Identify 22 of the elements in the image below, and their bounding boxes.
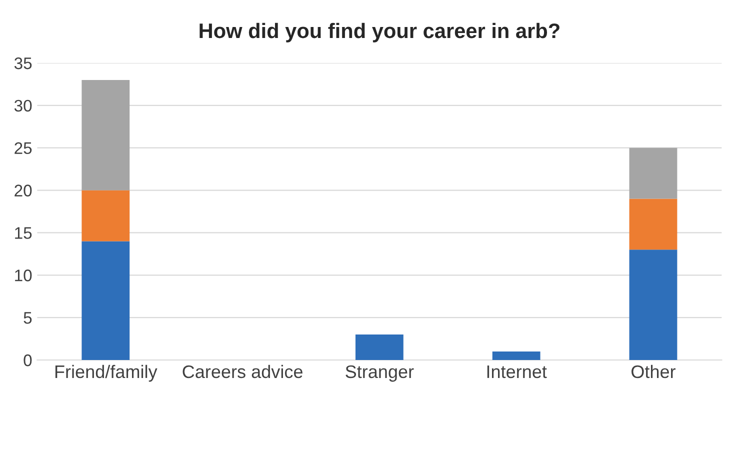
y-tick-label: 25 bbox=[14, 142, 32, 154]
x-tick-label: Stranger bbox=[346, 365, 414, 382]
bar bbox=[82, 241, 130, 360]
y-tick-label: 15 bbox=[15, 227, 32, 239]
y-tick-label: 20 bbox=[14, 184, 32, 196]
x-tick-label: Internet bbox=[487, 366, 547, 378]
y-tick-label: 30 bbox=[14, 100, 32, 112]
y-tick-label: 10 bbox=[15, 270, 32, 282]
bar bbox=[82, 190, 130, 242]
x-tick-label: Careers advice bbox=[182, 364, 302, 378]
bar bbox=[492, 352, 540, 360]
bar bbox=[355, 334, 404, 360]
x-tick-label: Friend/family bbox=[55, 364, 158, 382]
y-tick-label: 35 bbox=[14, 57, 32, 70]
x-tick-label: Other bbox=[632, 364, 676, 378]
chart-title: How did you find your career in arb? bbox=[200, 22, 560, 42]
bar bbox=[629, 148, 678, 199]
bar bbox=[629, 250, 678, 360]
bar bbox=[82, 80, 130, 190]
bar bbox=[629, 198, 678, 250]
y-tick-label: 0 bbox=[24, 354, 32, 366]
y-tick-label: 5 bbox=[24, 312, 32, 324]
